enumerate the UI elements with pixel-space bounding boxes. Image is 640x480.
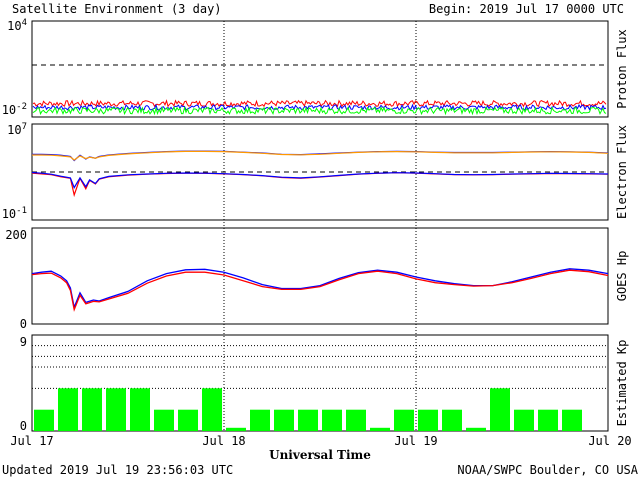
kp-bar [106,388,126,431]
x-axis-title: Universal Time [269,448,371,462]
x-tick-jul17: Jul 17 [10,434,53,448]
kp-bar [394,409,414,431]
electron-series-3 [31,171,609,189]
proton-ymin-label: 10-2 [2,102,27,117]
kp-bar [322,409,342,431]
x-tick-jul19: Jul 19 [394,434,437,448]
electron-ymax-label: 107 [7,122,27,137]
proton-series [32,99,607,116]
kp-bar [130,388,150,431]
chart-title: Satellite Environment (3 day) [12,2,222,16]
kp-bar [490,388,510,431]
electron-series-1 [32,150,609,161]
proton-ymax-label: 104 [7,18,27,33]
proton-series-blue [32,103,607,112]
kp-bar [226,427,246,431]
kp-bars [34,388,582,431]
hp-panel [31,227,609,325]
proton-panel [31,20,609,118]
kp-bar [82,388,102,431]
kp-bar [154,409,174,431]
hp-series [31,268,609,312]
kp-ymax-label: 9 [20,335,27,349]
proton-series-green [32,106,607,116]
kp-bar [250,409,270,431]
kp-bar [298,409,318,431]
updated-timestamp: Updated 2019 Jul 19 23:56:03 UTC [2,463,233,477]
kp-bar [418,409,438,431]
kp-bar [34,409,54,431]
kp-ymin-label: 0 [20,419,27,433]
hp-series-red [31,269,609,312]
kp-bar [58,388,78,431]
kp-gridlines [32,345,608,389]
x-tick-jul20: Jul 20 [588,434,631,448]
x-tick-jul18: Jul 18 [202,434,245,448]
kp-bar [202,388,222,431]
kp-bar [274,409,294,431]
proton-ylabel: Proton Flux [615,29,629,108]
electron-ylabel: Electron Flux [615,125,629,219]
begin-time: Begin: 2019 Jul 17 0000 UTC [429,2,624,16]
kp-bar [514,409,534,431]
hp-ymax-label: 200 [5,228,27,242]
kp-bar [442,409,462,431]
kp-bar [466,427,486,431]
kp-bar [562,409,582,431]
hp-ylabel: GOES Hp [615,251,629,302]
electron-series [31,150,609,198]
day-separators [223,21,417,431]
kp-ylabel: Estimated Kp [615,340,629,427]
hp-ymin-label: 0 [20,317,27,331]
electron-ymin-label: 10-1 [2,206,27,221]
kp-bar [178,409,198,431]
kp-bar [346,409,366,431]
kp-bar [370,427,390,431]
credit-text: NOAA/SWPC Boulder, CO USA [457,463,638,477]
kp-bar [538,409,558,431]
kp-panel [31,334,609,432]
proton-series-red [32,99,607,108]
